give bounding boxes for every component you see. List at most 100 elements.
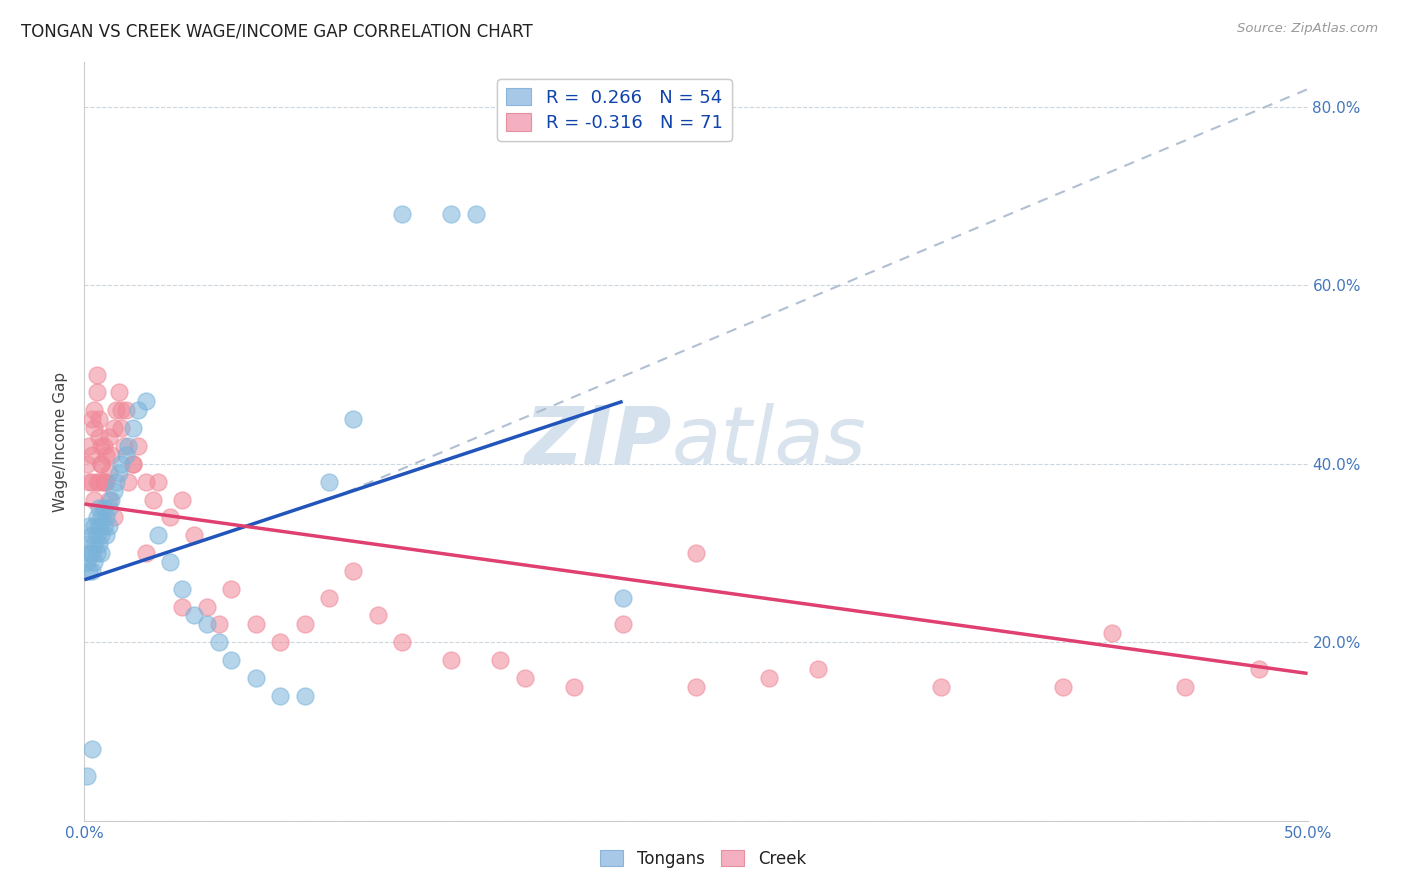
Point [172,492,194,507]
Point [107,385,129,400]
Point [83,519,105,533]
Point [135,475,157,489]
Point [83,537,105,551]
Point [122,421,145,435]
Point [208,617,231,632]
Point [87,475,110,489]
Point [1101,626,1123,640]
Point [110,403,132,417]
Point [245,671,267,685]
Text: Source: ZipAtlas.com: Source: ZipAtlas.com [1237,22,1378,36]
Point [77,564,100,578]
Point [269,635,291,649]
Point [318,475,340,489]
Point [87,412,110,426]
Point [105,403,128,417]
Point [110,457,132,471]
Point [97,492,120,507]
Point [110,421,132,435]
Point [90,528,112,542]
Legend: Tongans, Creek: Tongans, Creek [593,844,813,875]
Point [112,439,135,453]
Point [103,483,125,498]
Point [90,457,112,471]
Point [440,653,463,667]
Point [269,689,291,703]
Point [87,537,110,551]
Point [86,385,108,400]
Point [294,617,316,632]
Point [562,680,585,694]
Point [105,475,128,489]
Point [86,528,108,542]
Point [294,689,316,703]
Point [96,475,118,489]
Point [929,680,952,694]
Point [80,448,103,462]
Point [100,448,122,462]
Point [80,564,103,578]
Point [76,555,98,569]
Point [122,457,145,471]
Point [97,519,120,533]
Point [612,617,634,632]
Point [83,403,105,417]
Point [86,510,108,524]
Point [1247,662,1270,676]
Point [219,582,242,596]
Point [80,475,103,489]
Point [172,582,194,596]
Point [93,475,115,489]
Point [513,671,536,685]
Point [208,635,231,649]
Point [90,439,112,453]
Point [90,510,112,524]
Point [96,510,118,524]
Point [87,501,110,516]
Point [159,510,181,524]
Point [172,599,194,614]
Point [183,528,205,542]
Point [183,608,205,623]
Point [76,457,98,471]
Point [77,519,100,533]
Point [195,599,218,614]
Point [117,475,139,489]
Point [96,528,118,542]
Point [115,448,138,462]
Point [77,439,100,453]
Text: TONGAN VS CREEK WAGE/INCOME GAP CORRELATION CHART: TONGAN VS CREEK WAGE/INCOME GAP CORRELAT… [21,22,533,40]
Point [90,457,112,471]
Point [80,742,103,756]
Point [342,564,364,578]
Point [127,403,149,417]
Point [77,475,100,489]
Point [83,555,105,569]
Point [107,466,129,480]
Point [342,412,364,426]
Point [80,528,103,542]
Point [464,207,486,221]
Point [93,439,115,453]
Point [146,475,169,489]
Point [318,591,340,605]
Point [76,769,98,783]
Point [391,635,413,649]
Point [115,403,138,417]
Point [103,510,125,524]
Point [97,501,120,516]
Point [76,537,98,551]
Point [685,546,707,560]
Point [146,528,169,542]
Y-axis label: Wage/Income Gap: Wage/Income Gap [53,371,69,512]
Text: atlas: atlas [672,402,866,481]
Point [127,439,149,453]
Point [96,448,118,462]
Point [195,617,218,632]
Point [93,475,115,489]
Point [103,421,125,435]
Point [87,430,110,444]
Point [440,207,463,221]
Point [1052,680,1074,694]
Point [391,207,413,221]
